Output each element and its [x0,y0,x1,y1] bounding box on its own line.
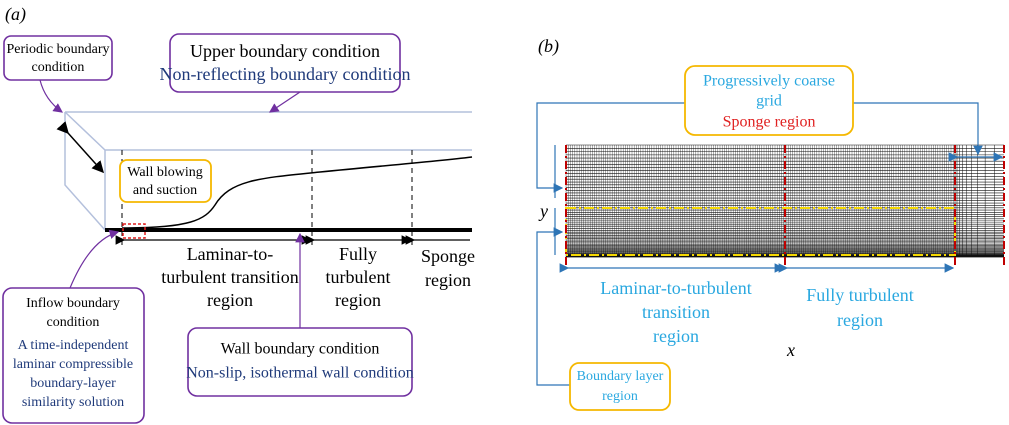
inflow-desc: laminar compressible [13,357,133,372]
coarse-box [684,65,854,136]
connectors [39,79,305,328]
region-label: Laminar-to-turbulent [600,278,752,298]
inflow-title: Inflow boundary [26,296,120,311]
panel-label: (a) [5,4,26,25]
region-label: transition [642,302,710,322]
region-label: Fully [339,244,377,264]
region-label: Laminar-to- [187,244,274,264]
blowing-text: Wall blowing [127,165,202,180]
sponge-text: Sponge region [723,114,816,131]
connectors [536,102,1004,386]
region-label: region [653,326,699,346]
inflow-desc: similarity solution [22,395,124,410]
panel-a: (a) Periodic boundary condition Upper bo… [2,4,475,424]
panel-b: (b) Progressively coarse grid Sponge reg… [536,36,1005,411]
x-axis-label: x [786,340,795,360]
region-label: region [425,270,471,290]
y-axis-label: y [538,201,548,221]
region-label: turbulent transition [161,267,298,287]
blowing-box [119,159,212,203]
periodic-arrow [56,121,105,174]
region-label: Sponge [421,246,475,266]
boundary-text: region [602,389,638,404]
inflow-title: condition [47,315,100,330]
blowing-text: and suction [133,183,197,198]
region-label: region [335,290,381,310]
inflow-desc: boundary-layer [30,376,116,391]
coarse-text: grid [756,93,782,110]
inflow-desc: A time-independent [18,338,129,353]
upper-box [169,33,401,93]
wall-subtitle: Non-slip, isothermal wall condition [186,365,414,382]
coarse-text: Progressively coarse [703,73,835,90]
boundary-box [569,362,671,411]
region-label: region [837,310,883,330]
periodic-text: condition [32,60,85,75]
periodic-text: Periodic boundary [6,42,109,57]
panel-label: (b) [538,36,559,57]
boundary-text: Boundary layer [577,369,664,384]
boundary-layer-curve [121,156,473,229]
region-label: region [207,290,253,310]
wall-title: Wall boundary condition [221,341,380,358]
periodic-box [3,35,113,81]
inflow-box [2,287,145,424]
wall-box [187,327,413,397]
domain-box [64,111,472,231]
region-label: turbulent [326,267,391,287]
upper-title: Upper boundary condition [190,41,380,61]
upper-subtitle: Non-reflecting boundary condition [160,64,411,84]
region-label: Fully turbulent [806,285,914,305]
mesh [565,144,1004,258]
region-dividers [565,145,1005,268]
